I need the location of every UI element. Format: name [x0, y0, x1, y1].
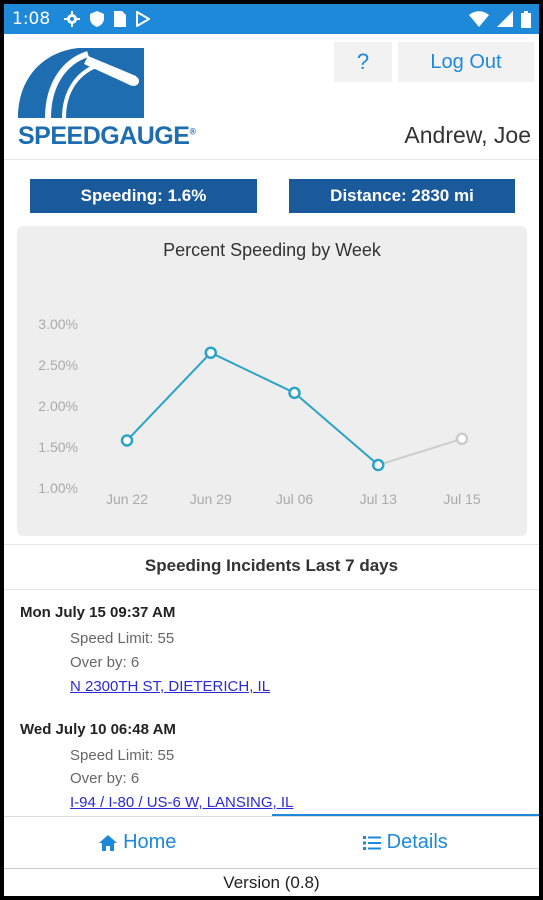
bottom-nav: Home Details	[4, 816, 539, 868]
speedgauge-logo: SPEEDGAUGE®	[18, 48, 196, 152]
tab-home-label: Home	[123, 831, 177, 853]
y-tick-label: 2.50%	[38, 357, 78, 373]
app-screen: 1:08	[4, 4, 539, 896]
incidents-title: Speeding Incidents Last 7 days	[144, 556, 399, 575]
tab-home[interactable]: Home	[4, 817, 272, 868]
data-point[interactable]	[288, 386, 301, 400]
chart-title: Percent Speeding by Week	[163, 240, 381, 260]
shield-icon	[90, 11, 105, 27]
incident-location-link[interactable]: I-94 / I-80 / US-6 W, LANSING, IL	[70, 794, 294, 811]
speeding-chart-card: Percent Speeding by Week 3.00% 2.50% 2.00%…	[17, 226, 527, 536]
divider	[4, 589, 539, 590]
x-tick-label: Jul 13	[360, 491, 398, 507]
list-icon	[362, 835, 381, 850]
x-tick-label: Jul 06	[276, 491, 314, 507]
speeding-stat: Speeding: 1.6%	[30, 179, 257, 213]
data-point[interactable]	[120, 434, 134, 447]
user-name: Andrew, Joe	[404, 122, 531, 148]
app-header: SPEEDGAUGE® ? Log Out Andrew, Joe	[4, 34, 539, 160]
x-tick-label: Jun 22	[106, 491, 148, 507]
signal-icon	[497, 11, 513, 27]
incident-over-by: Over by: 6	[70, 770, 140, 787]
status-time: 1:08	[12, 9, 51, 29]
y-tick-label: 3.00%	[38, 316, 78, 332]
series-line-segment	[210, 351, 295, 394]
play-store-icon	[136, 11, 151, 27]
x-tick-label: Jun 29	[190, 491, 232, 507]
data-point[interactable]	[455, 432, 469, 446]
data-point[interactable]	[204, 346, 217, 359]
speedometer-logo-icon	[18, 48, 144, 118]
distance-stat: Distance: 2830 mi	[289, 179, 515, 213]
logout-button[interactable]: Log Out	[398, 42, 534, 82]
home-icon	[99, 834, 118, 851]
incident-speed-limit: Speed Limit: 55	[70, 630, 175, 647]
tab-details-label: Details	[386, 831, 448, 853]
incident-over-by: Over by: 6	[70, 654, 140, 671]
logo-wordmark: SPEEDGAUGE®	[18, 122, 196, 150]
divider	[4, 544, 539, 545]
version-label: Version (0.8)	[4, 868, 539, 896]
sim-card-icon	[114, 11, 127, 27]
incident-datetime: Wed July 10 06:48 AM	[20, 721, 176, 738]
incident-datetime: Mon July 15 09:37 AM	[20, 604, 176, 621]
series-line-segment	[377, 437, 463, 466]
wifi-icon	[469, 11, 489, 27]
incident-item: Wed July 10 06:48 AM Speed Limit: 55 Ove…	[20, 721, 293, 811]
x-tick-label: Jul 15	[443, 491, 481, 507]
y-tick-label: 1.50%	[38, 439, 78, 455]
status-bar: 1:08	[4, 4, 539, 34]
gear-icon	[64, 11, 81, 27]
series-line-segment	[126, 352, 212, 442]
battery-icon	[521, 10, 531, 28]
incident-speed-limit: Speed Limit: 55	[70, 747, 175, 764]
speeding-line-chart: 3.00% 2.50% 2.00% 1.50% 1.00% Jun 22 Jun 29 Jul…	[38, 316, 481, 507]
y-tick-label: 1.00%	[38, 480, 78, 496]
active-tab-indicator	[272, 814, 539, 817]
help-button[interactable]: ?	[334, 42, 392, 82]
incident-location-link[interactable]: N 2300TH ST, DIETERICH, IL	[70, 678, 271, 695]
incident-item: Mon July 15 09:37 AM Speed Limit: 55 Ove…	[20, 604, 270, 695]
series-line-segment	[293, 392, 379, 466]
y-tick-label: 2.00%	[38, 398, 78, 414]
tab-details[interactable]: Details	[272, 817, 540, 868]
data-point[interactable]	[372, 458, 385, 472]
